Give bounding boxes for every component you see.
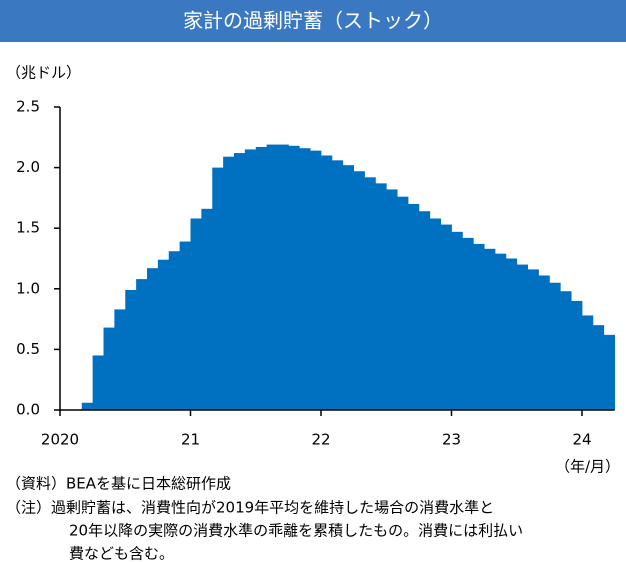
bar bbox=[408, 203, 420, 410]
bar bbox=[234, 153, 246, 410]
bar bbox=[505, 258, 518, 410]
bar bbox=[266, 144, 278, 410]
bar bbox=[136, 279, 148, 410]
source-note: （資料）BEAを基に日本総研作成 bbox=[6, 475, 231, 493]
x-tick-label: 24 bbox=[572, 431, 591, 449]
x-tick-label: 21 bbox=[181, 431, 200, 449]
bar bbox=[473, 243, 485, 410]
bar bbox=[571, 300, 583, 410]
bar bbox=[201, 208, 213, 410]
bar bbox=[364, 177, 376, 410]
bar bbox=[114, 309, 126, 410]
bar bbox=[440, 224, 452, 410]
bar bbox=[353, 171, 365, 410]
bar bbox=[147, 268, 159, 410]
x-unit: （年/月） bbox=[555, 458, 620, 476]
bar bbox=[429, 218, 442, 410]
x-tick-label: 22 bbox=[311, 431, 330, 449]
bar bbox=[179, 241, 191, 410]
bar bbox=[212, 167, 224, 410]
bar bbox=[418, 211, 431, 410]
y-tick-label: 1.5 bbox=[16, 219, 40, 237]
bar bbox=[321, 155, 333, 410]
bar bbox=[92, 355, 104, 410]
title-banner bbox=[0, 0, 626, 42]
bar bbox=[288, 145, 300, 410]
bar bbox=[244, 149, 257, 411]
bar bbox=[190, 218, 202, 410]
bar bbox=[277, 144, 289, 410]
chart-title: 家計の過剰貯蓄（ストック） bbox=[183, 9, 443, 33]
y-tick-label: 2.0 bbox=[16, 158, 40, 176]
bar bbox=[549, 282, 561, 410]
bar bbox=[538, 275, 550, 410]
y-tick-label: 2.5 bbox=[16, 98, 40, 116]
bar bbox=[495, 253, 507, 410]
bar bbox=[386, 189, 398, 410]
bar bbox=[157, 259, 170, 410]
y-unit: （兆ドル） bbox=[6, 64, 81, 82]
bar bbox=[592, 325, 605, 410]
bar bbox=[516, 264, 529, 410]
x-tick-label: 23 bbox=[442, 431, 461, 449]
bar bbox=[484, 248, 496, 410]
bar bbox=[375, 183, 387, 410]
bar bbox=[331, 160, 344, 410]
bar bbox=[582, 315, 594, 410]
bar bbox=[168, 251, 181, 410]
note-line: 20年以降の実際の消費水準の乖離を累積したもの。消費には利払い bbox=[69, 522, 523, 540]
x-tick-label: 2020 bbox=[41, 431, 79, 449]
bar bbox=[560, 291, 572, 410]
bar bbox=[342, 165, 355, 410]
bar bbox=[255, 146, 268, 410]
bar bbox=[462, 237, 474, 410]
bar bbox=[603, 334, 616, 410]
bar bbox=[397, 196, 409, 410]
bar bbox=[451, 231, 463, 410]
note-line: （注）過剰貯蓄は、消費性向が2019年平均を維持した場合の消費水準と bbox=[6, 499, 494, 517]
bar bbox=[125, 290, 137, 410]
bar bbox=[223, 156, 235, 410]
y-tick-label: 0.0 bbox=[16, 401, 40, 419]
note-line: 費なども含む。 bbox=[69, 545, 174, 562]
bar bbox=[299, 148, 311, 410]
y-tick-label: 0.5 bbox=[16, 340, 40, 358]
bar bbox=[527, 269, 539, 410]
bar bbox=[81, 402, 94, 410]
y-tick-label: 1.0 bbox=[16, 279, 40, 297]
bar bbox=[103, 327, 115, 410]
bar bbox=[310, 150, 322, 410]
